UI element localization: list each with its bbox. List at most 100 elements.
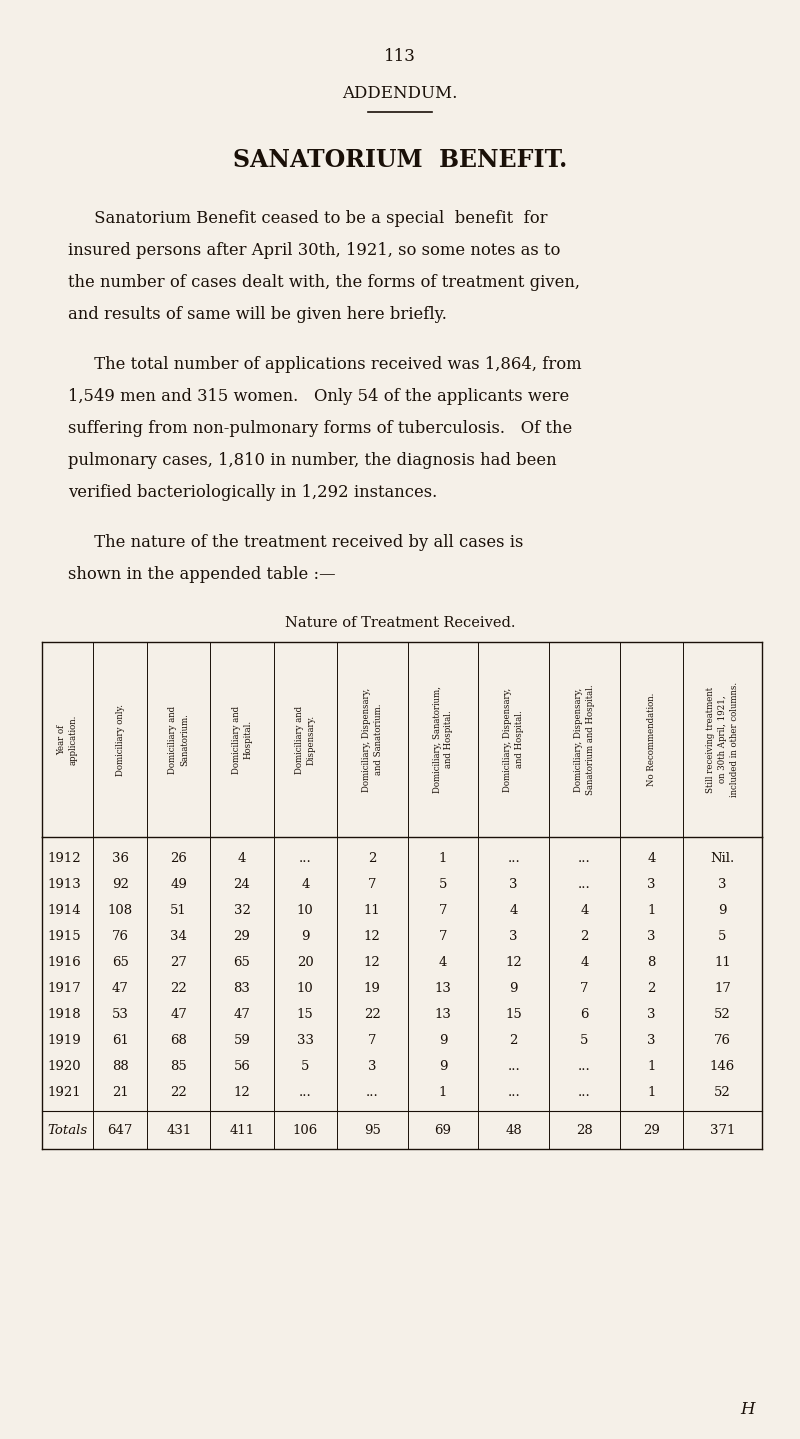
Text: 1: 1	[647, 1059, 655, 1072]
Text: and results of same will be given here briefly.: and results of same will be given here b…	[68, 307, 447, 322]
Text: 27: 27	[170, 955, 187, 968]
Text: 49: 49	[170, 878, 187, 891]
Text: Nil.: Nil.	[710, 852, 734, 865]
Text: 7: 7	[368, 878, 377, 891]
Text: No Recommendation.: No Recommendation.	[647, 692, 656, 786]
Text: 13: 13	[434, 1007, 451, 1020]
Text: 56: 56	[234, 1059, 250, 1072]
Text: 76: 76	[112, 930, 129, 943]
Text: 1916: 1916	[47, 955, 81, 968]
Text: 68: 68	[170, 1033, 187, 1046]
Text: Domiciliary, Dispensary,
Sanatorium and Hospital.: Domiciliary, Dispensary, Sanatorium and …	[574, 684, 594, 794]
Text: 1913: 1913	[47, 878, 81, 891]
Text: 15: 15	[297, 1007, 314, 1020]
Text: 10: 10	[297, 981, 314, 994]
Text: 4: 4	[301, 878, 310, 891]
Text: Nature of Treatment Received.: Nature of Treatment Received.	[285, 616, 515, 630]
Text: Sanatorium Benefit ceased to be a special  benefit  for: Sanatorium Benefit ceased to be a specia…	[68, 210, 547, 227]
Text: 24: 24	[234, 878, 250, 891]
Text: 9: 9	[438, 1059, 447, 1072]
Text: 9: 9	[510, 981, 518, 994]
Text: 95: 95	[364, 1124, 381, 1137]
Text: 3: 3	[647, 1033, 655, 1046]
Text: Domiciliary only.: Domiciliary only.	[116, 704, 125, 776]
Text: ...: ...	[578, 878, 590, 891]
Text: 8: 8	[647, 955, 655, 968]
Text: Domiciliary and
Dispensary.: Domiciliary and Dispensary.	[295, 705, 316, 774]
Text: 52: 52	[714, 1085, 731, 1098]
Text: 9: 9	[718, 904, 726, 917]
Text: 47: 47	[170, 1007, 187, 1020]
Text: 65: 65	[112, 955, 129, 968]
Text: 5: 5	[580, 1033, 589, 1046]
Text: 1: 1	[438, 1085, 447, 1098]
Text: Domiciliary, Dispensary,
and Sanatorium.: Domiciliary, Dispensary, and Sanatorium.	[362, 688, 382, 791]
Text: 29: 29	[234, 930, 250, 943]
Text: 2: 2	[647, 981, 655, 994]
Text: 1920: 1920	[47, 1059, 81, 1072]
Text: 1915: 1915	[47, 930, 81, 943]
Text: 1: 1	[438, 852, 447, 865]
Text: 9: 9	[301, 930, 310, 943]
Text: 1912: 1912	[47, 852, 81, 865]
Text: 1: 1	[647, 904, 655, 917]
Text: 3: 3	[368, 1059, 377, 1072]
Text: 5: 5	[301, 1059, 310, 1072]
Text: 32: 32	[234, 904, 250, 917]
Text: 15: 15	[506, 1007, 522, 1020]
Text: 53: 53	[112, 1007, 129, 1020]
Text: shown in the appended table :—: shown in the appended table :—	[68, 566, 336, 583]
Text: 76: 76	[714, 1033, 731, 1046]
Text: 3: 3	[647, 1007, 655, 1020]
Text: suffering from non-pulmonary forms of tuberculosis.   Of the: suffering from non-pulmonary forms of tu…	[68, 420, 572, 437]
Text: 22: 22	[170, 1085, 187, 1098]
Text: 5: 5	[718, 930, 726, 943]
Text: 3: 3	[510, 878, 518, 891]
Text: 3: 3	[647, 878, 655, 891]
Text: 33: 33	[297, 1033, 314, 1046]
Text: the number of cases dealt with, the forms of treatment given,: the number of cases dealt with, the form…	[68, 273, 580, 291]
Text: 85: 85	[170, 1059, 187, 1072]
Text: 113: 113	[384, 47, 416, 65]
Text: 1914: 1914	[47, 904, 81, 917]
Text: ...: ...	[578, 1059, 590, 1072]
Text: 12: 12	[364, 955, 381, 968]
Text: Domiciliary, Dispensary,
and Hospital.: Domiciliary, Dispensary, and Hospital.	[503, 688, 524, 791]
Text: 29: 29	[643, 1124, 660, 1137]
Text: ...: ...	[507, 852, 520, 865]
Text: 5: 5	[438, 878, 447, 891]
Text: 12: 12	[234, 1085, 250, 1098]
Text: verified bacteriologically in 1,292 instances.: verified bacteriologically in 1,292 inst…	[68, 484, 438, 501]
Text: SANATORIUM  BENEFIT.: SANATORIUM BENEFIT.	[233, 148, 567, 173]
Text: 19: 19	[364, 981, 381, 994]
Text: Totals: Totals	[47, 1124, 87, 1137]
Text: 1917: 1917	[47, 981, 81, 994]
Text: 36: 36	[112, 852, 129, 865]
Text: ...: ...	[507, 1059, 520, 1072]
Text: 83: 83	[234, 981, 250, 994]
Text: 4: 4	[238, 852, 246, 865]
Text: 7: 7	[368, 1033, 377, 1046]
Text: 52: 52	[714, 1007, 731, 1020]
Text: 22: 22	[364, 1007, 381, 1020]
Text: 11: 11	[714, 955, 731, 968]
Text: ...: ...	[578, 852, 590, 865]
Text: ...: ...	[299, 1085, 312, 1098]
Text: 7: 7	[438, 930, 447, 943]
Text: 1919: 1919	[47, 1033, 81, 1046]
Text: 146: 146	[710, 1059, 735, 1072]
Text: 61: 61	[112, 1033, 129, 1046]
Text: 28: 28	[576, 1124, 593, 1137]
Text: ...: ...	[507, 1085, 520, 1098]
Text: H: H	[741, 1402, 755, 1417]
Text: 48: 48	[506, 1124, 522, 1137]
Text: insured persons after April 30th, 1921, so some notes as to: insured persons after April 30th, 1921, …	[68, 242, 560, 259]
Text: ADDENDUM.: ADDENDUM.	[342, 85, 458, 102]
Text: 88: 88	[112, 1059, 129, 1072]
Text: 12: 12	[506, 955, 522, 968]
Text: 647: 647	[107, 1124, 133, 1137]
Text: 59: 59	[234, 1033, 250, 1046]
Text: 1918: 1918	[47, 1007, 81, 1020]
Text: Still receiving treatment
on 30th April, 1921,
included in other columns.: Still receiving treatment on 30th April,…	[706, 682, 738, 797]
Text: ...: ...	[366, 1085, 378, 1098]
